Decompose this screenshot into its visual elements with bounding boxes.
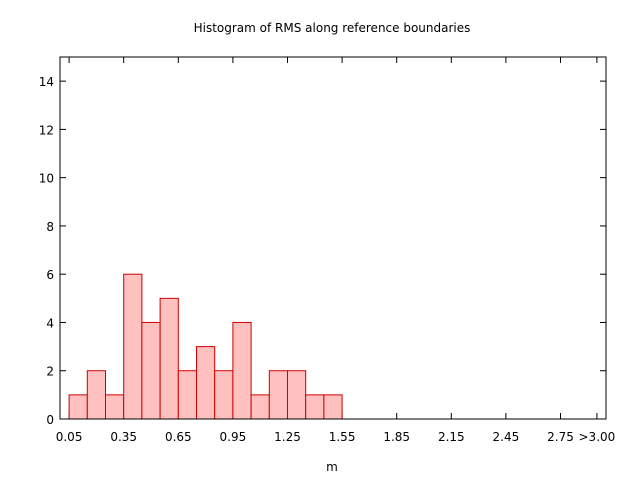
histogram-bar <box>287 370 307 420</box>
x-tick-label: 0.35 <box>110 430 137 444</box>
x-tick-label: 2.15 <box>438 430 465 444</box>
histogram-bar <box>141 321 161 420</box>
histogram-bar <box>305 394 325 420</box>
histogram-bar <box>123 273 143 420</box>
x-tick-label: 0.95 <box>220 430 247 444</box>
y-tick-label: 6 <box>46 268 54 282</box>
x-tick-label: 0.05 <box>56 430 83 444</box>
histogram-bar <box>232 321 252 420</box>
y-tick-label: 12 <box>39 123 54 137</box>
plot-frame <box>59 56 607 420</box>
y-tick-label: 14 <box>39 75 54 89</box>
x-tick-label: 1.25 <box>274 430 301 444</box>
x-tick-label: >3.00 <box>579 430 616 444</box>
chart-title: Histogram of RMS along reference boundar… <box>194 21 471 35</box>
histogram-bar <box>250 394 270 420</box>
y-tick-label: 8 <box>46 220 54 234</box>
y-tick-label: 0 <box>46 413 54 427</box>
histogram-bar <box>214 370 234 420</box>
y-tick-label: 4 <box>46 316 54 330</box>
histogram-bar <box>68 394 88 420</box>
x-tick-label: 1.55 <box>329 430 356 444</box>
y-tick-label: 2 <box>46 365 54 379</box>
y-tick-label: 10 <box>39 172 54 186</box>
x-tick-label: 2.45 <box>493 430 520 444</box>
x-tick-label: 2.75 <box>547 430 574 444</box>
histogram-bar <box>86 370 107 420</box>
histogram-bar <box>105 394 125 420</box>
histogram-bar <box>177 370 198 420</box>
histogram-bar <box>268 370 288 420</box>
x-axis-label: m <box>326 460 338 474</box>
histogram-bar <box>159 297 179 420</box>
x-tick-label: 1.85 <box>383 430 410 444</box>
histogram-bar <box>196 346 216 420</box>
x-tick-label: 0.65 <box>165 430 192 444</box>
histogram-bar <box>323 394 343 420</box>
